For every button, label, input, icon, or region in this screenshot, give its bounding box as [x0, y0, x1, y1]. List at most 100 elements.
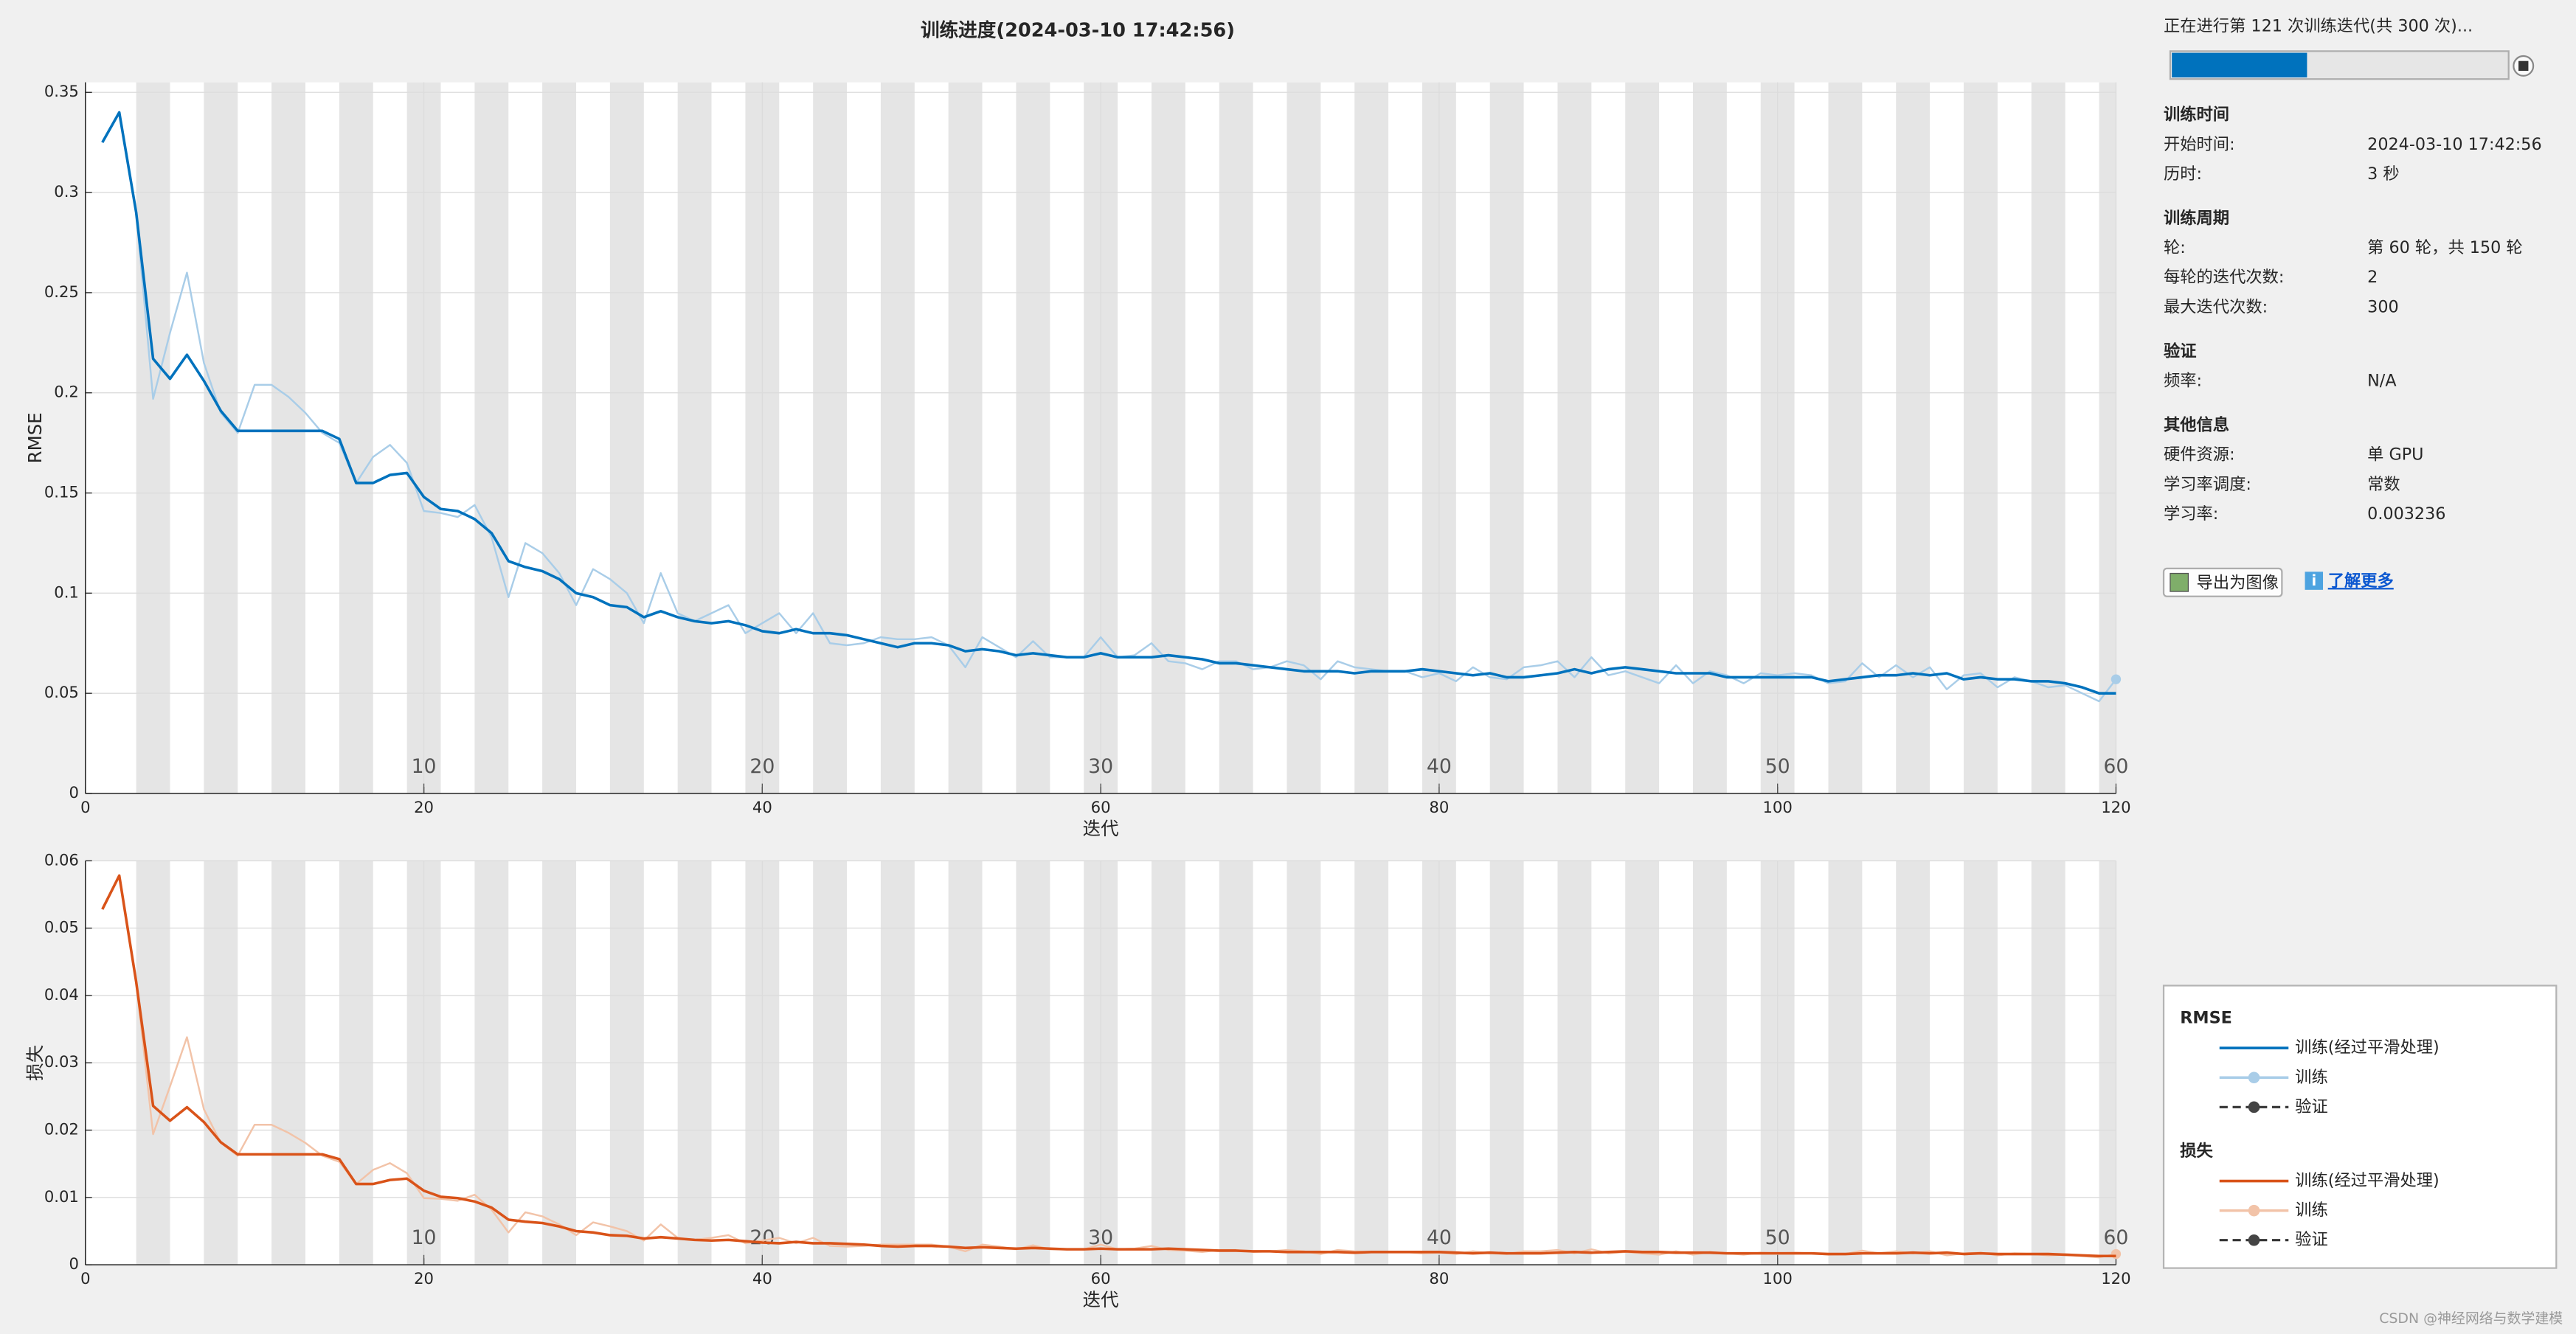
- epoch-band: [948, 82, 983, 793]
- chart: 0 0.05 0.1 0.15 0.2 0.25 0.3 0.35 0 20 40 60 80 100 12…: [24, 82, 2131, 839]
- info-label: 每轮的迭代次数:: [2164, 268, 2284, 287]
- chart: 0 0.01 0.02 0.03 0.04 0.05 0.06 0 20 40 60 80 100 120…: [24, 850, 2131, 1310]
- x-axis-label: 迭代: [1083, 818, 1119, 839]
- y-axis-label: 损失: [24, 1045, 46, 1081]
- epoch-tick-label: 50: [1765, 755, 1790, 778]
- epoch-tick-label: 60: [2103, 1226, 2128, 1249]
- epoch-band: [2031, 82, 2066, 793]
- progress-fill: [2172, 52, 2307, 77]
- legend-marker: [2248, 1234, 2260, 1246]
- epoch-band: [474, 82, 509, 793]
- epoch-tick-label: 50: [1765, 1226, 1790, 1249]
- x-tick-label: 0: [80, 798, 90, 816]
- legend-marker: [2248, 1101, 2260, 1114]
- x-tick-label: 20: [414, 1269, 434, 1288]
- info-value: 单 GPU: [2367, 445, 2423, 465]
- x-tick-label: 100: [1762, 1269, 1792, 1288]
- epoch-band: [1489, 82, 1524, 793]
- info-label: 学习率:: [2164, 504, 2218, 524]
- epoch-band: [1354, 82, 1389, 793]
- x-tick-label: 40: [752, 798, 772, 816]
- y-tick-label: 0.05: [44, 683, 79, 701]
- info-value: 2024-03-10 17:42:56: [2367, 135, 2541, 154]
- epoch-tick-label: 10: [412, 1226, 437, 1249]
- info-icon: [2305, 572, 2324, 590]
- legend-box: [2162, 984, 2558, 1269]
- info-value: 常数: [2367, 475, 2400, 494]
- epoch-band: [271, 82, 306, 793]
- epoch-tick-label: 20: [749, 1226, 775, 1249]
- x-tick-label: 60: [1091, 1269, 1111, 1288]
- legend-title: 损失: [2180, 1142, 2213, 1161]
- legend-label: 验证: [2295, 1097, 2328, 1116]
- legend-marker: [2248, 1204, 2260, 1217]
- y-tick-label: 0.01: [44, 1187, 79, 1206]
- y-tick-label: 0.04: [44, 985, 79, 1004]
- info-value: 300: [2367, 297, 2399, 316]
- legend-label: 验证: [2295, 1230, 2328, 1249]
- info-value: 2: [2367, 268, 2378, 287]
- epoch-band: [1896, 82, 1931, 793]
- epoch-band: [880, 82, 915, 793]
- stop-icon: [2518, 60, 2529, 72]
- y-tick-label: 0: [69, 783, 78, 802]
- latest-point: [2111, 1248, 2122, 1260]
- legend-label: 训练(经过平滑处理): [2295, 1171, 2440, 1190]
- info-value: 3 秒: [2367, 164, 2400, 184]
- x-tick-label: 120: [2101, 798, 2130, 816]
- info-value: N/A: [2367, 371, 2397, 390]
- y-tick-label: 0.25: [44, 282, 79, 301]
- legend-label: 训练: [2295, 1201, 2328, 1220]
- epoch-band: [2099, 82, 2116, 793]
- epoch-band: [1625, 82, 1660, 793]
- legend-title: RMSE: [2180, 1009, 2232, 1028]
- section-title: 训练时间: [2164, 105, 2229, 125]
- epoch-tick-label: 60: [2103, 755, 2128, 778]
- info-value: 第 60 轮，共 150 轮: [2367, 238, 2522, 257]
- x-tick-label: 40: [752, 1269, 772, 1288]
- x-tick-label: 80: [1429, 798, 1449, 816]
- legend-label: 训练(经过平滑处理): [2295, 1038, 2440, 1057]
- epoch-band: [1692, 82, 1727, 793]
- x-tick-label: 20: [414, 798, 434, 816]
- button-icon: [2170, 572, 2189, 592]
- latest-point: [2111, 674, 2122, 684]
- status-text: 正在进行第 121 次训练迭代(共 300 次)...: [2164, 16, 2473, 35]
- legend-marker: [2248, 1071, 2260, 1084]
- x-tick-label: 0: [80, 1269, 90, 1288]
- y-tick-label: 0.2: [54, 383, 79, 401]
- link-label: 了解更多: [2328, 571, 2394, 591]
- epoch-band: [1151, 82, 1185, 793]
- epoch-band: [204, 82, 238, 793]
- epoch-tick-label: 40: [1427, 755, 1452, 778]
- epoch-tick-label: 40: [1427, 1226, 1452, 1249]
- y-tick-label: 0.03: [44, 1052, 79, 1071]
- info-label: 历时:: [2164, 164, 2202, 184]
- y-tick-label: 0.02: [44, 1120, 79, 1139]
- epoch-band: [1016, 82, 1050, 793]
- epoch-band: [677, 82, 712, 793]
- y-tick-label: 0: [69, 1254, 78, 1273]
- epoch-band: [609, 82, 644, 793]
- y-tick-label: 0.05: [44, 918, 79, 937]
- x-axis-label: 迭代: [1083, 1289, 1119, 1310]
- learn-more-link[interactable]: i 了解更多: [2305, 571, 2394, 591]
- section-title: 其他信息: [2164, 415, 2229, 435]
- x-tick-label: 60: [1091, 798, 1111, 816]
- watermark: CSDN @神经网络与数学建模: [2379, 1310, 2563, 1327]
- y-tick-label: 0.06: [44, 850, 79, 869]
- info-label: 开始时间:: [2164, 135, 2235, 154]
- button-frame: [2162, 567, 2283, 597]
- series-line: [101, 111, 2116, 695]
- y-tick-label: 0.35: [44, 82, 79, 100]
- info-label: 硬件资源:: [2164, 445, 2235, 465]
- epoch-band: [1287, 82, 1321, 793]
- export-button[interactable]: 导出为图像: [2162, 567, 2283, 597]
- y-tick-label: 0.1: [54, 583, 79, 601]
- x-tick-label: 100: [1762, 798, 1792, 816]
- window-title: 训练进度(2024-03-10 17:42:56): [921, 19, 1235, 42]
- info-label: 最大迭代次数:: [2164, 297, 2268, 316]
- epoch-tick-label: 30: [1088, 1226, 1113, 1249]
